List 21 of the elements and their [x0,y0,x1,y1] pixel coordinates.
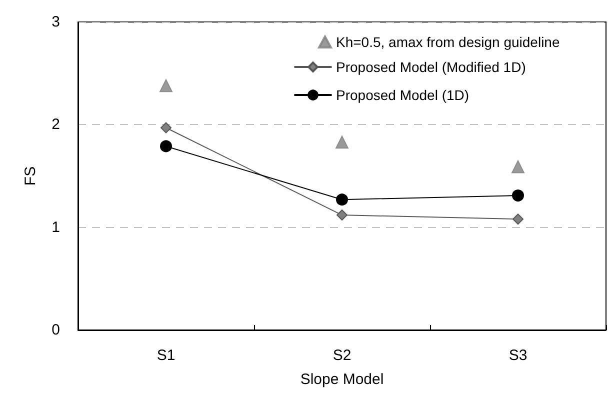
y-tick-label: 3 [52,14,60,30]
x-tick-label: S3 [508,347,528,364]
x-tick-label: S1 [156,347,176,364]
point [512,214,524,225]
legend-label: Proposed Model (1D) [336,87,470,103]
y-tick-label: 1 [52,218,60,236]
point [160,140,172,152]
point [160,122,172,134]
point [160,79,172,92]
y-axis-title: FS [22,166,39,186]
point [336,194,348,206]
legend-label: Kh=0.5, amax from design guideline [336,34,560,50]
point [336,210,348,221]
x-tick-label: S2 [332,347,352,364]
point [512,160,524,174]
point [336,136,348,149]
legend-label: Proposed Model (Modified 1D) [336,59,526,75]
point [512,190,524,202]
y-tick-label: 2 [52,116,60,134]
y-tick-label: 0 [52,322,60,338]
x-axis-title: Slope Model [300,371,384,388]
